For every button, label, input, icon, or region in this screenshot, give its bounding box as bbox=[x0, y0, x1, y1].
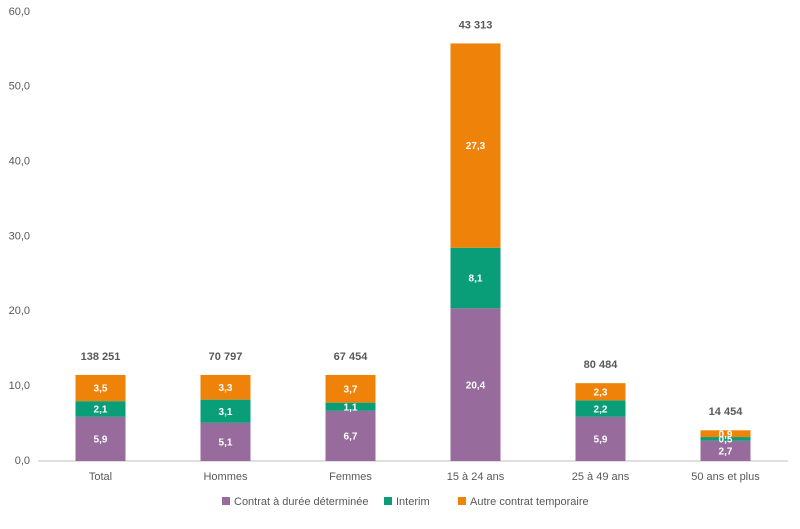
bar-segment bbox=[75, 416, 126, 461]
bar-segment bbox=[700, 440, 751, 461]
value-label: 3,1 bbox=[219, 407, 233, 418]
total-label: 70 797 bbox=[209, 351, 243, 363]
value-label: 27,3 bbox=[466, 141, 486, 152]
total-label: 138 251 bbox=[81, 351, 121, 363]
y-tick-label: 50,0 bbox=[9, 81, 30, 93]
y-tick-label: 60,0 bbox=[9, 6, 30, 18]
legend-swatch bbox=[458, 497, 466, 505]
y-tick-label: 10,0 bbox=[9, 380, 30, 392]
total-label: 67 454 bbox=[334, 351, 369, 363]
total-label: 80 484 bbox=[584, 359, 619, 371]
bar-segment bbox=[75, 374, 126, 402]
bar-segment bbox=[575, 383, 626, 401]
bar-segment bbox=[75, 401, 126, 417]
value-label: 1,1 bbox=[344, 402, 358, 413]
bar-segment bbox=[200, 374, 251, 400]
bar-segment bbox=[700, 437, 751, 441]
legend-label: Contrat à durée déterminée bbox=[234, 496, 369, 508]
value-label: 3,3 bbox=[219, 383, 233, 394]
bar-segment bbox=[700, 430, 751, 438]
legend-swatch bbox=[222, 497, 230, 505]
total-label: 14 454 bbox=[709, 406, 744, 418]
x-tick-label: 50 ans et plus bbox=[691, 471, 760, 483]
legend-label: Interim bbox=[396, 496, 430, 508]
value-label: 5,9 bbox=[94, 435, 108, 446]
value-label: 3,7 bbox=[344, 384, 358, 395]
bar-segment bbox=[575, 400, 626, 417]
value-label: 5,1 bbox=[219, 438, 233, 449]
total-label: 43 313 bbox=[459, 19, 493, 31]
legend-swatch bbox=[384, 497, 392, 505]
legend-label: Autre contrat temporaire bbox=[470, 496, 589, 508]
y-tick-label: 40,0 bbox=[9, 156, 30, 168]
value-label: 2,3 bbox=[594, 387, 608, 398]
bar-segment bbox=[200, 422, 251, 461]
x-tick-label: Hommes bbox=[203, 471, 248, 483]
bar-segment bbox=[325, 410, 376, 461]
bar-segment bbox=[450, 247, 501, 309]
x-tick-label: Femmes bbox=[329, 471, 372, 483]
value-label: 5,9 bbox=[594, 435, 608, 446]
value-label: 3,5 bbox=[94, 384, 108, 395]
value-label: 6,7 bbox=[344, 432, 358, 443]
y-tick-label: 20,0 bbox=[9, 305, 30, 317]
value-label: 0,9 bbox=[719, 429, 733, 440]
value-label: 2,1 bbox=[94, 405, 108, 416]
bar-segment bbox=[450, 43, 501, 248]
y-tick-label: 30,0 bbox=[9, 230, 30, 242]
value-label: 2,7 bbox=[719, 447, 733, 458]
x-tick-label: Total bbox=[89, 471, 112, 483]
bar-segment bbox=[325, 402, 376, 411]
bar-segment bbox=[200, 399, 251, 423]
bar-segment bbox=[325, 374, 376, 403]
value-label: 20,4 bbox=[466, 380, 486, 391]
x-tick-label: 15 à 24 ans bbox=[447, 471, 505, 483]
bar-segment bbox=[450, 308, 501, 461]
value-label: 8,1 bbox=[469, 274, 483, 285]
value-label: 2,2 bbox=[594, 404, 608, 415]
y-tick-label: 0,0 bbox=[15, 455, 30, 467]
value-label: 0,5 bbox=[719, 435, 733, 446]
bar-segment bbox=[575, 416, 626, 461]
x-tick-label: 25 à 49 ans bbox=[572, 471, 630, 483]
